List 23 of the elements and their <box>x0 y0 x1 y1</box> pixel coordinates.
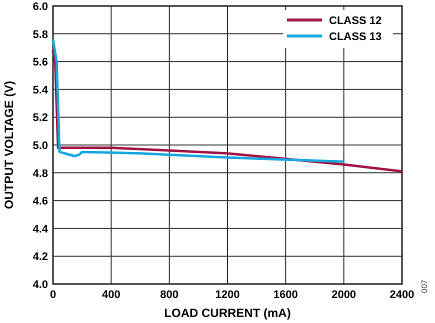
x-tick-label: 400 <box>102 289 120 301</box>
y-tick-label: 4.0 <box>32 279 48 291</box>
y-tick-label: 5.2 <box>32 112 48 124</box>
y-tick-label: 5.6 <box>32 56 48 69</box>
y-tick-label: 4.6 <box>32 196 48 208</box>
x-axis-title: LOAD CURRENT (mA) <box>164 306 291 320</box>
y-tick-label: 5.0 <box>32 140 48 152</box>
legend-label: CLASS 12 <box>329 15 382 27</box>
y-tick-label: 4.2 <box>32 251 48 264</box>
x-tick-label: 1600 <box>273 289 298 301</box>
legend-label: CLASS 13 <box>329 31 382 43</box>
y-tick-label: 4.8 <box>32 168 48 180</box>
x-tick-label: 2400 <box>390 289 414 301</box>
y-tick-label: 6.0 <box>32 1 48 13</box>
y-axis-title: OUTPUT VOLTAGE (V) <box>2 80 16 210</box>
text: 007 <box>420 279 429 293</box>
y-tick-label: 5.8 <box>32 28 48 41</box>
x-tick-label: 800 <box>160 289 179 301</box>
x-tick-label: 1200 <box>215 289 240 301</box>
x-tick-label: 2000 <box>332 289 356 301</box>
x-tick-label: 0 <box>50 289 56 301</box>
y-tick-label: 4.4 <box>32 223 49 236</box>
y-tick-label: 5.4 <box>32 84 49 96</box>
